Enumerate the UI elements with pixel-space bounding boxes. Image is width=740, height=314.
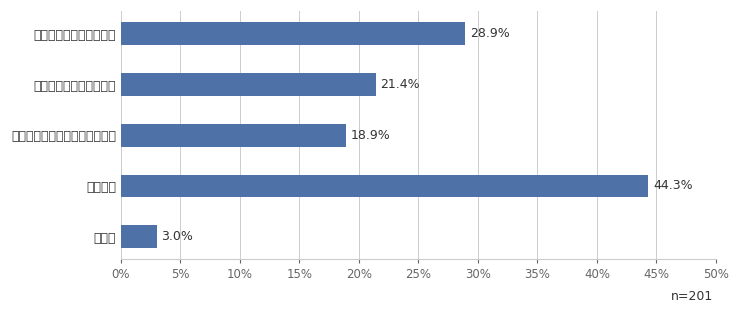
Text: 18.9%: 18.9%	[351, 129, 391, 142]
Bar	[121, 225, 157, 248]
Text: 44.3%: 44.3%	[653, 179, 693, 192]
Text: n=201: n=201	[671, 290, 713, 303]
Text: 28.9%: 28.9%	[470, 27, 509, 40]
Bar	[121, 124, 346, 147]
Text: 21.4%: 21.4%	[380, 78, 420, 91]
Bar	[121, 73, 376, 96]
Bar	[121, 175, 648, 197]
Bar	[121, 22, 465, 45]
Text: 3.0%: 3.0%	[161, 230, 193, 243]
